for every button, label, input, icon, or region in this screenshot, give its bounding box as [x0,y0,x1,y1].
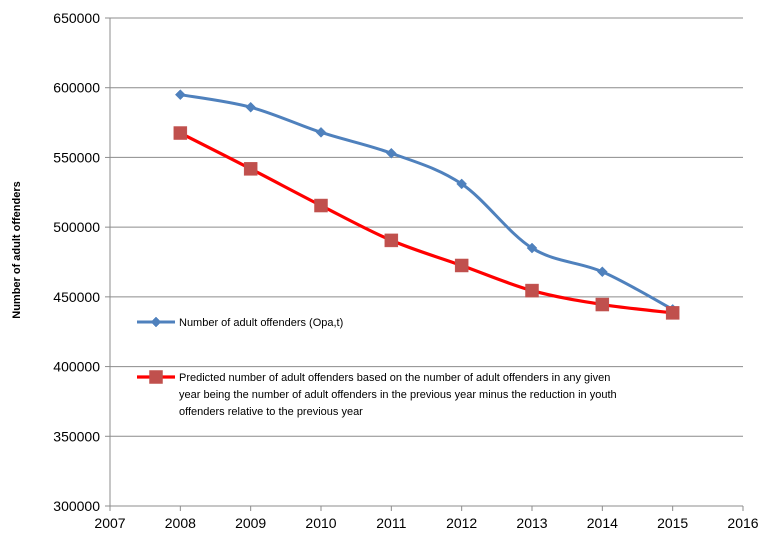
x-tick-label: 2014 [587,515,618,531]
series-1-point [596,266,608,278]
series-1 [174,89,679,315]
series-2 [173,126,680,320]
series-1-line [180,93,674,311]
legend-marker-1 [150,316,162,328]
x-tick-label: 2007 [94,515,125,531]
series-1-point [526,242,538,254]
x-tick-label: 2013 [516,515,547,531]
gridlines [110,17,743,507]
series-1-point [315,126,327,138]
series-group [173,89,680,320]
y-tick-label: 450000 [53,289,100,305]
legend-label-2-line: year being the number of adult offenders… [179,389,617,401]
series-1-point [174,89,186,101]
series-2-point [314,198,328,213]
legend: Number of adult offenders (Opa,t) Predict… [137,316,617,418]
legend-label-2-line: Predicted number of adult offenders base… [179,372,610,384]
y-tick-label: 600000 [53,80,100,96]
series-2-line [179,131,673,315]
axes: 300000 350000 400000 450000 500000 550000 6000… [53,10,758,531]
y-tick-label: 300000 [53,498,100,514]
x-tick-label: 2010 [305,515,336,531]
series-1-point [245,101,257,113]
legend-label-1: Number of adult offenders (Opa,t) [179,317,343,329]
x-tick-label: 2011 [376,515,406,531]
series-2-point [384,233,399,248]
y-tick-label: 500000 [53,219,100,235]
x-tick-label: 2016 [727,515,758,531]
y-axis-title: Number of adult offenders [11,181,23,319]
series-2-point [665,306,680,320]
y-tick-label: 400000 [53,359,100,375]
legend-marker-2 [149,370,163,384]
x-tick-label: 2015 [657,515,688,531]
y-tick-label: 650000 [53,10,100,26]
series-1-point [456,178,468,190]
x-tick-label: 2008 [165,515,196,531]
series-2-point [173,126,188,140]
series-2-point [243,162,258,176]
y-tick-label: 550000 [53,149,100,165]
y-tick-label: 350000 [53,428,100,444]
series-1-point [385,147,397,159]
series-2-point [595,297,610,312]
x-tick-label: 2009 [235,515,266,531]
series-2-point [525,283,539,298]
series-2-point [454,258,469,273]
x-tick-label: 2012 [446,515,477,531]
legend-label-2-line: offenders relative to the previous year [179,406,363,418]
